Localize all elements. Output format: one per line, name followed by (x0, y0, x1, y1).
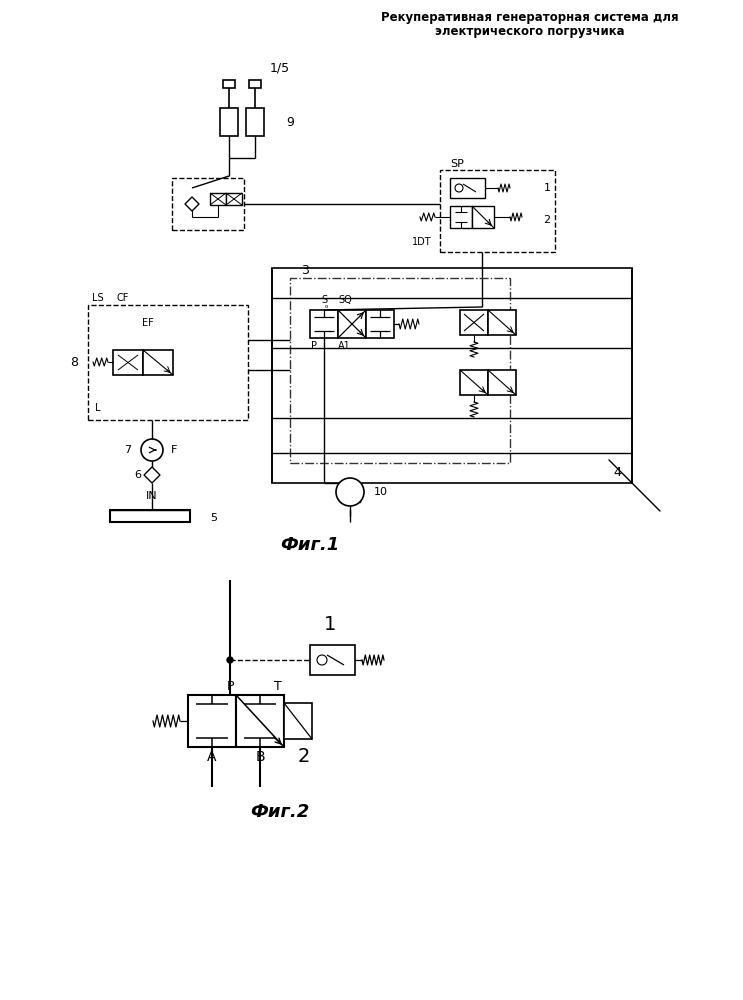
Text: 7: 7 (124, 445, 132, 455)
Text: o: o (324, 304, 328, 310)
Circle shape (141, 439, 163, 461)
Text: 9: 9 (286, 115, 294, 128)
Polygon shape (144, 467, 160, 483)
Text: A: A (207, 750, 217, 764)
Bar (226, 193, 242, 205)
Text: 6: 6 (134, 470, 141, 480)
Bar (143, 350, 173, 375)
Bar (249, 80, 261, 88)
Bar (223, 80, 235, 88)
Text: 3: 3 (301, 263, 309, 276)
Bar (188, 695, 236, 747)
Bar (113, 350, 143, 375)
Text: IN: IN (146, 491, 158, 501)
Bar (310, 310, 338, 338)
Text: электрического погрузчика: электрического погрузчика (435, 25, 625, 38)
Circle shape (455, 184, 463, 192)
Bar (472, 206, 494, 228)
Bar (338, 310, 366, 338)
Circle shape (227, 657, 233, 663)
Text: 5: 5 (210, 513, 217, 523)
Text: 2: 2 (298, 748, 310, 766)
Bar (440, 170, 555, 252)
Text: 2: 2 (543, 215, 551, 225)
Text: 1DT: 1DT (412, 237, 432, 247)
Text: 10: 10 (374, 487, 388, 497)
Text: LS: LS (92, 293, 104, 303)
Text: P: P (227, 680, 234, 694)
Text: Фиг.1: Фиг.1 (280, 536, 340, 554)
Text: F: F (171, 445, 177, 455)
Bar (220, 108, 238, 136)
Text: Фиг.2: Фиг.2 (250, 803, 310, 821)
Bar (488, 370, 516, 395)
Bar (460, 310, 488, 335)
Bar (488, 310, 516, 335)
Text: 1: 1 (324, 615, 336, 635)
Bar (172, 178, 244, 230)
Text: 4: 4 (613, 466, 621, 480)
Bar (236, 695, 284, 747)
Text: SQ: SQ (338, 295, 351, 305)
Text: S: S (321, 295, 327, 305)
Bar (88, 305, 248, 420)
Bar (450, 178, 485, 198)
Circle shape (336, 478, 364, 506)
Text: CF: CF (117, 293, 129, 303)
Circle shape (317, 655, 327, 665)
Bar (246, 108, 264, 136)
Text: SP: SP (450, 159, 464, 169)
Bar (210, 193, 226, 205)
Bar (366, 310, 394, 338)
Bar (450, 206, 472, 228)
Bar (110, 510, 190, 522)
Text: T: T (274, 680, 282, 694)
Text: P: P (311, 341, 317, 351)
Bar (284, 703, 312, 739)
Text: L: L (95, 403, 101, 413)
Bar (340, 482, 360, 502)
Polygon shape (185, 197, 199, 211)
Text: 1/5: 1/5 (270, 62, 290, 75)
Text: 1: 1 (543, 183, 551, 193)
Text: B: B (255, 750, 265, 764)
Text: Рекуперативная генераторная система для: Рекуперативная генераторная система для (381, 11, 679, 24)
Bar (310, 645, 355, 675)
Text: 8: 8 (70, 356, 78, 368)
Bar (460, 370, 488, 395)
Bar (272, 268, 632, 483)
Text: A1: A1 (337, 341, 351, 351)
Bar (290, 278, 510, 463)
Text: EF: EF (142, 318, 154, 328)
